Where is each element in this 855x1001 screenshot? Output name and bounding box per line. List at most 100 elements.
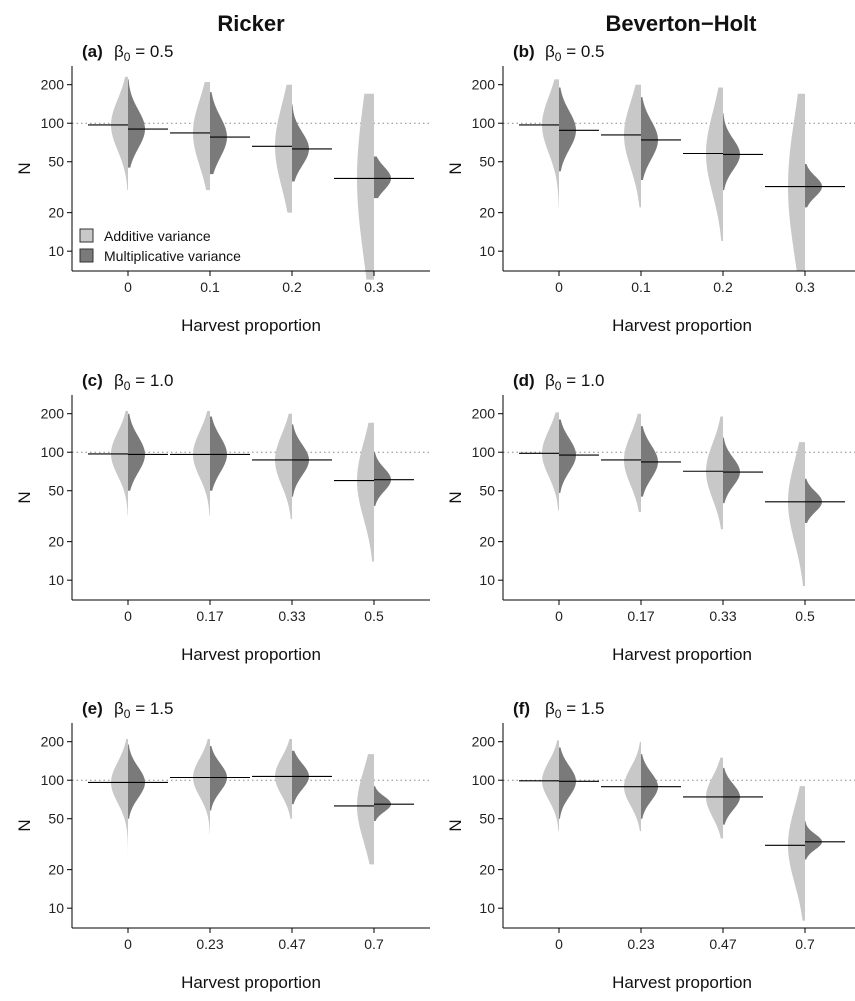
violin-additive-0	[111, 76, 128, 191]
violin-additive-0.5	[357, 422, 374, 562]
violin-additive-0.5	[788, 442, 805, 587]
panel-f: (f) β0 = 1.5 10 20 50 100 200 0 0.23 0.47 0.7 Harve…	[446, 699, 855, 992]
y-tick-label: 100	[472, 444, 496, 460]
violin-multiplicative-0.1	[641, 97, 658, 180]
y-tick-label: 200	[472, 406, 496, 422]
violin-multiplicative-0.47	[723, 767, 740, 825]
y-tick-label: 10	[479, 572, 495, 588]
violin-multiplicative-0.3	[805, 164, 822, 208]
x-tick-label: 0.17	[627, 608, 654, 624]
x-tick-label: 0.3	[364, 279, 384, 295]
y-tick-label: 50	[479, 811, 495, 827]
x-tick-label: 0.23	[196, 936, 223, 952]
violin-multiplicative-0	[559, 87, 576, 172]
column-title-beverton-holt: Beverton−Holt	[606, 11, 758, 36]
y-tick-label: 20	[48, 862, 64, 878]
y-tick-label: 20	[479, 205, 495, 221]
y-axis-label: N	[446, 491, 465, 503]
x-tick-label: 0.23	[627, 936, 654, 952]
violin-multiplicative-0.17	[641, 426, 658, 497]
violin-multiplicative-0.23	[210, 746, 227, 811]
x-tick-label: 0.33	[278, 608, 305, 624]
violin-additive-0.1	[193, 81, 210, 191]
violin-multiplicative-0	[128, 79, 145, 168]
panel-c: (c) β0 = 1.0 10 20 50 100 200 0 0.17 0.33 0.5 Harve…	[15, 371, 430, 664]
x-axis-label: Harvest proportion	[612, 316, 752, 335]
y-tick-label: 100	[472, 772, 496, 788]
x-tick-label: 0.3	[795, 279, 815, 295]
y-tick-label: 10	[479, 243, 495, 259]
y-tick-label: 50	[479, 154, 495, 170]
violin-multiplicative-0.17	[210, 416, 227, 491]
y-tick-label: 10	[48, 243, 64, 259]
panel-tag: (e)	[82, 699, 103, 718]
panel-a: (a) β0 = 0.5 10 20 50 100 200 0 0.1 0.2 0.3 Harvest…	[15, 42, 430, 335]
y-tick-label: 200	[41, 77, 65, 93]
panel-beta-label: β0 = 1.0	[114, 371, 173, 393]
panel-tag: (c)	[82, 371, 103, 390]
x-tick-label: 0.7	[364, 936, 384, 952]
x-tick-label: 0.5	[795, 608, 815, 624]
violin-multiplicative-0.2	[292, 104, 309, 182]
y-tick-label: 200	[41, 406, 65, 422]
x-tick-label: 0.7	[795, 936, 815, 952]
violin-multiplicative-0.5	[805, 478, 822, 523]
y-axis-label: N	[446, 162, 465, 174]
panel-beta-label: β0 = 1.5	[114, 699, 173, 721]
x-tick-label: 0.5	[364, 608, 384, 624]
x-axis-label: Harvest proportion	[612, 973, 752, 992]
y-tick-label: 10	[48, 900, 64, 916]
violin-additive-0.2	[706, 87, 723, 242]
y-tick-label: 10	[48, 572, 64, 588]
violin-multiplicative-0.5	[374, 452, 391, 506]
y-tick-label: 100	[41, 444, 65, 460]
x-tick-label: 0.2	[713, 279, 733, 295]
violin-additive-0.7	[788, 786, 805, 921]
violin-multiplicative-0.47	[292, 750, 309, 805]
x-axis-label: Harvest proportion	[181, 316, 321, 335]
x-tick-label: 0	[555, 608, 563, 624]
legend: Additive variance Multiplicative variance	[79, 228, 241, 264]
violin-additive-0.3	[788, 93, 805, 271]
y-tick-label: 10	[479, 900, 495, 916]
violin-additive-0.33	[706, 416, 723, 530]
panel-d: (d) β0 = 1.0 10 20 50 100 200 0 0.17 0.33 0.5 Harve…	[446, 371, 855, 664]
x-tick-label: 0	[555, 279, 563, 295]
y-axis-label: N	[15, 819, 34, 831]
y-tick-label: 50	[479, 483, 495, 499]
y-tick-label: 50	[48, 154, 64, 170]
y-tick-label: 20	[479, 862, 495, 878]
panel-beta-label: β0 = 1.0	[545, 371, 604, 393]
y-tick-label: 200	[472, 77, 496, 93]
y-tick-label: 20	[48, 534, 64, 550]
violin-additive-0.17	[193, 410, 210, 516]
violin-additive-0.17	[624, 413, 641, 513]
y-tick-label: 100	[41, 115, 65, 131]
x-tick-label: 0	[124, 279, 132, 295]
panel-beta-label: β0 = 0.5	[114, 42, 173, 64]
x-tick-label: 0.47	[709, 936, 736, 952]
x-axis-label: Harvest proportion	[181, 645, 321, 664]
violin-additive-0	[111, 410, 128, 516]
x-axis-label: Harvest proportion	[181, 973, 321, 992]
x-tick-label: 0	[555, 936, 563, 952]
x-tick-label: 0	[124, 936, 132, 952]
violin-multiplicative-0	[128, 744, 145, 819]
violin-additive-0.47	[706, 757, 723, 839]
panel-e: (e) β0 = 1.5 10 20 50 100 200 0 0.23 0.47 0.7 Harve…	[15, 699, 430, 992]
y-tick-label: 50	[48, 811, 64, 827]
panel-tag: (d)	[513, 371, 535, 390]
violin-multiplicative-0.33	[723, 437, 740, 504]
violin-additive-0.33	[275, 413, 292, 520]
violin-multiplicative-0.7	[805, 821, 822, 860]
violin-multiplicative-0	[128, 413, 145, 491]
legend-swatch-additive	[79, 228, 94, 243]
x-tick-label: 0.1	[631, 279, 651, 295]
y-tick-label: 20	[479, 534, 495, 550]
y-axis-label: N	[15, 162, 34, 174]
x-tick-label: 0.33	[709, 608, 736, 624]
violin-multiplicative-0.2	[723, 113, 740, 191]
y-tick-label: 50	[48, 483, 64, 499]
panel-tag: (a)	[82, 42, 103, 61]
